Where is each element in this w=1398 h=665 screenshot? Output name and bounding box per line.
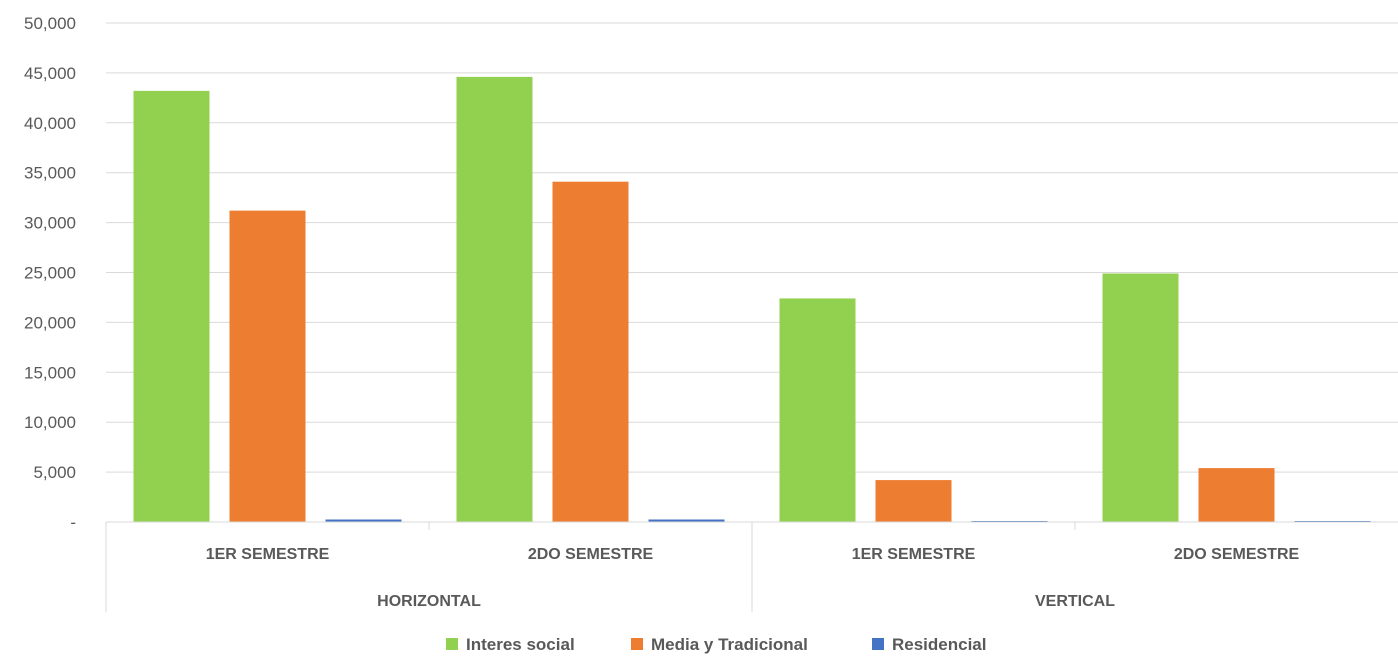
y-tick-label: 5,000	[33, 463, 76, 482]
bar-media-y-tradicional-4	[1198, 468, 1275, 522]
x-group-label: VERTICAL	[1035, 593, 1115, 610]
axes: - 5,000 10,000 15,000 20,000 25,000 30,000 35,0…	[24, 14, 1398, 612]
legend-swatch	[446, 638, 458, 650]
legend-swatch	[631, 638, 643, 650]
y-tick-label: 10,000	[24, 413, 76, 432]
y-tick-label: 45,000	[24, 64, 76, 83]
legend-label: Media y Tradicional	[651, 635, 808, 654]
bar-media-y-tradicional-3	[875, 480, 952, 522]
legend: Interes social Media y Tradicional Residen…	[446, 635, 987, 654]
y-tick-label: 25,000	[24, 264, 76, 283]
y-tick-label: -	[70, 513, 76, 532]
bar-interes-social-2	[456, 76, 533, 522]
bar-media-y-tradicional-1	[229, 210, 306, 522]
x-category-label: 2DO SEMESTRE	[1174, 546, 1300, 563]
legend-label: Residencial	[892, 635, 987, 654]
x-group-label: HORIZONTAL	[377, 593, 481, 610]
y-tick-label: 40,000	[24, 114, 76, 133]
gridlines	[106, 22, 1398, 473]
legend-label: Interes social	[466, 635, 575, 654]
bar-interes-social-3	[779, 298, 856, 522]
bar-residencial-2	[648, 519, 725, 522]
x-category-label: 1ER SEMESTRE	[852, 546, 976, 563]
bar-media-y-tradicional-2	[552, 181, 629, 522]
x-category-label: 1ER SEMESTRE	[206, 546, 330, 563]
y-tick-label: 35,000	[24, 164, 76, 183]
y-tick-label: 15,000	[24, 363, 76, 382]
y-tick-label: 20,000	[24, 313, 76, 332]
bar-interes-social-4	[1102, 273, 1179, 522]
x-category-label: 2DO SEMESTRE	[528, 546, 654, 563]
y-tick-label: 30,000	[24, 214, 76, 233]
legend-swatch	[872, 638, 884, 650]
bar-interes-social-1	[133, 90, 210, 522]
bar-residencial-1	[325, 519, 402, 522]
bars	[133, 76, 1371, 522]
y-tick-label: 50,000	[24, 14, 76, 33]
